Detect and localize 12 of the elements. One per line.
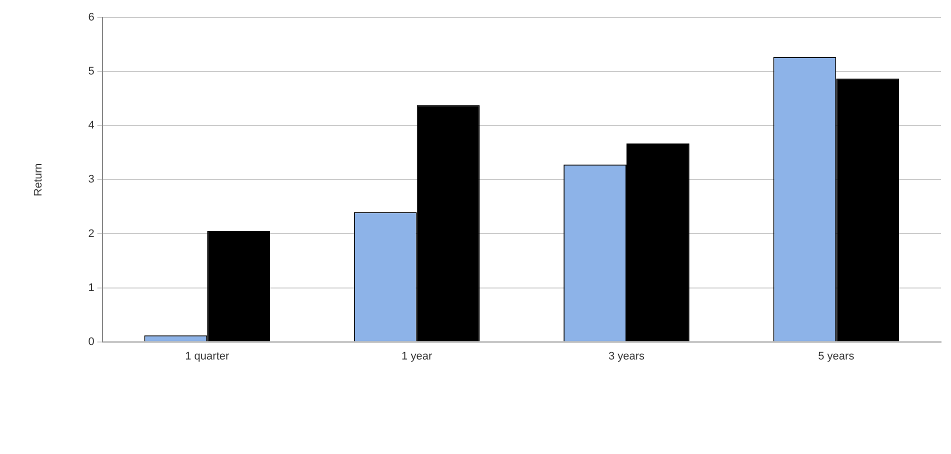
- y-tick-label: 2: [88, 228, 94, 240]
- y-axis-title: Return: [32, 163, 45, 196]
- y-tick-label: 5: [88, 66, 94, 78]
- x-tick-label: 1 year: [402, 350, 432, 362]
- y-tick-label: 1: [88, 282, 94, 294]
- y-tick-label: 4: [88, 120, 94, 132]
- x-tick-label: 5 years: [818, 350, 855, 362]
- x-tick-label: 1 quarter: [185, 350, 230, 362]
- x-tick-label: 3 years: [608, 350, 646, 362]
- y-tick-label: 6: [88, 12, 94, 24]
- y-tick-label: 0: [88, 336, 94, 348]
- y-tick-label: 3: [88, 174, 94, 186]
